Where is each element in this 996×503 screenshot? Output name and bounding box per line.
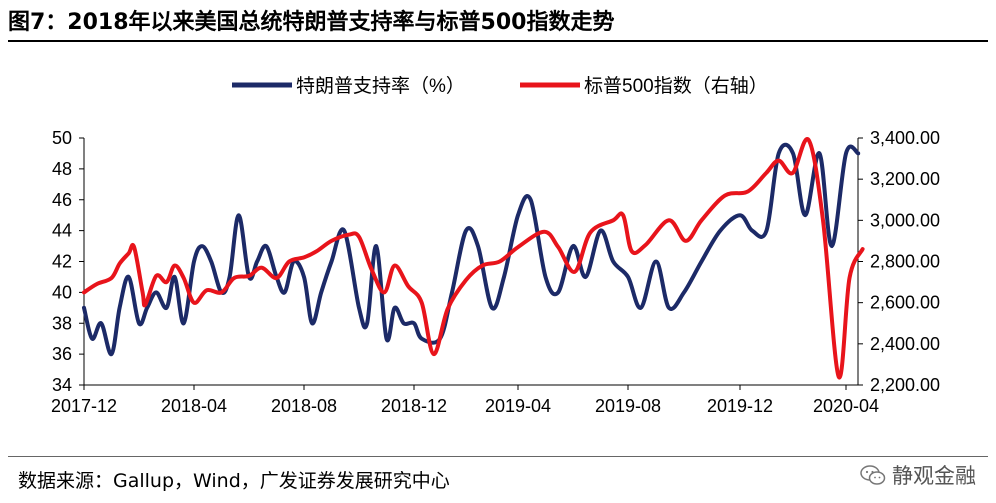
x-axis-tick-label: 2019-12 xyxy=(707,396,773,416)
source-note: 数据来源：Gallup，Wind，广发证券发展研究中心 xyxy=(18,470,450,492)
right-axis-tick-label: 3,000.00 xyxy=(870,210,940,230)
footer-divider xyxy=(8,456,988,457)
watermark: 静观金融 xyxy=(860,460,976,490)
right-axis-tick-label: 2,400.00 xyxy=(870,334,940,354)
x-axis-tick-label: 2020-04 xyxy=(813,396,879,416)
right-axis-tick-label: 2,600.00 xyxy=(870,293,940,313)
x-axis-tick-label: 2018-04 xyxy=(161,396,227,416)
x-axis-tick-label: 2017-12 xyxy=(51,396,117,416)
left-axis-tick-label: 42 xyxy=(52,252,72,272)
legend-sp500-label: 标普500指数（右轴） xyxy=(584,75,768,97)
watermark-text: 静观金融 xyxy=(892,464,976,488)
left-axis-tick-label: 48 xyxy=(52,159,72,179)
left-axis-tick-label: 40 xyxy=(52,282,72,302)
approval-vs-sp500-chart: 34 36 38 40 42 44 46 48 50 2,200.00 2,400.00 2,600.… xyxy=(51,75,940,416)
page-title: 图7：2018年以来美国总统特朗普支持率与标普500指数走势 xyxy=(8,10,615,35)
x-axis-tick-label: 2019-04 xyxy=(485,396,551,416)
x-axis-tick-label: 2019-08 xyxy=(595,396,661,416)
x-axis-tick-label: 2018-08 xyxy=(271,396,337,416)
left-axis-tick-label: 34 xyxy=(52,375,72,395)
left-axis-tick-label: 44 xyxy=(52,221,72,241)
left-axis-tick-label: 38 xyxy=(52,313,72,333)
left-axis-tick-label: 36 xyxy=(52,344,72,364)
wechat-icon xyxy=(860,465,886,485)
right-axis-tick-label: 3,200.00 xyxy=(870,169,940,189)
right-axis-tick-label: 2,200.00 xyxy=(870,375,940,395)
right-axis-tick-label: 3,400.00 xyxy=(870,128,940,148)
right-axis-tick-label: 2,800.00 xyxy=(870,252,940,272)
left-axis-tick-label: 50 xyxy=(52,128,72,148)
legend-approval-label: 特朗普支持率（%） xyxy=(296,75,465,97)
title-divider xyxy=(8,40,988,42)
sp500-index-line xyxy=(82,137,865,380)
x-axis-tick-label: 2018-12 xyxy=(381,396,447,416)
approval-rating-line xyxy=(82,142,861,357)
left-axis-tick-label: 46 xyxy=(52,190,72,210)
